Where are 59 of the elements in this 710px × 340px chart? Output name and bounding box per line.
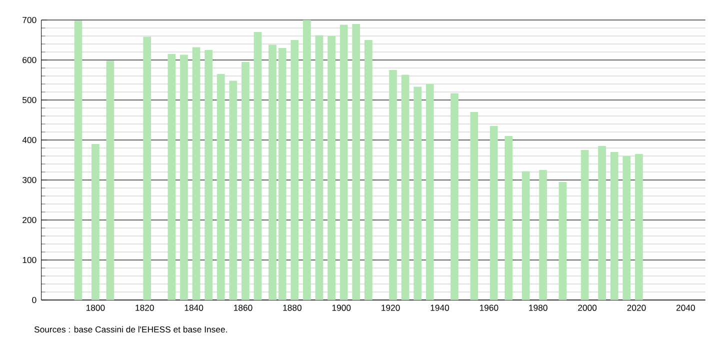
- bar: [290, 40, 299, 300]
- bar: [92, 144, 100, 300]
- bar: [580, 150, 589, 300]
- x-tick-label: 1860: [234, 304, 252, 311]
- bar: [303, 20, 311, 300]
- bar: [450, 93, 458, 300]
- bar: [622, 156, 631, 300]
- y-tick-label: 200: [22, 216, 36, 224]
- bar: [315, 35, 324, 300]
- bar: [204, 50, 213, 300]
- bar: [539, 170, 547, 300]
- bar: [610, 152, 618, 300]
- x-tick-label: 1920: [382, 304, 400, 311]
- bar: [278, 48, 286, 300]
- bar: [74, 20, 82, 300]
- y-tick-label: 500: [22, 96, 36, 104]
- bar: [106, 60, 114, 300]
- bar: [470, 112, 478, 300]
- bar: [389, 70, 397, 300]
- y-tick-label: 400: [22, 136, 36, 144]
- bar: [414, 86, 422, 300]
- y-tick-label: 0: [32, 296, 36, 304]
- bar: [364, 40, 372, 300]
- x-tick-label: 1800: [86, 304, 105, 311]
- bar: [180, 54, 188, 300]
- y-tick-label: 300: [22, 176, 36, 184]
- x-tick-label: 1980: [529, 304, 548, 311]
- source-note: Sources : base Cassini de l'EHESS et base Insee.: [34, 326, 227, 333]
- bar: [504, 136, 513, 300]
- bar: [635, 154, 643, 300]
- bar: [426, 84, 434, 300]
- bar: [340, 24, 348, 300]
- x-tick-label: 2000: [578, 304, 597, 311]
- bar: [522, 171, 530, 300]
- bar: [242, 62, 250, 300]
- bar: [168, 54, 176, 300]
- x-tick-label: 1840: [184, 304, 204, 311]
- y-tick-label: 700: [22, 16, 36, 24]
- bar: [254, 32, 262, 300]
- bar: [216, 74, 225, 300]
- bar: [401, 74, 410, 300]
- x-tick-label: 1900: [332, 304, 351, 311]
- bar: [328, 36, 336, 300]
- x-tick-label: 1940: [430, 304, 450, 311]
- y-tick-label: 100: [22, 256, 36, 264]
- x-tick-label: 1960: [480, 304, 498, 311]
- bar: [352, 24, 360, 300]
- bar: [143, 36, 152, 300]
- bar: [268, 44, 276, 300]
- bar: [558, 182, 567, 300]
- bar: [192, 47, 200, 300]
- x-tick-label: 1820: [136, 304, 154, 311]
- x-tick-label: 2020: [627, 304, 646, 311]
- x-tick-label: 1880: [283, 304, 302, 311]
- y-tick-label: 600: [22, 56, 36, 64]
- bar: [598, 146, 606, 300]
- x-tick-label: 2040: [676, 304, 695, 311]
- bar: [490, 126, 498, 300]
- bar: [229, 80, 238, 300]
